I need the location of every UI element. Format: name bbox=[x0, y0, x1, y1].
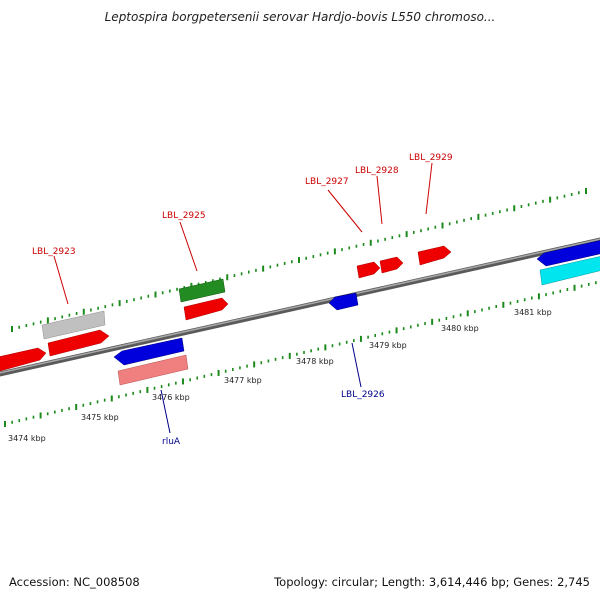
scale-label: 3476 kbp bbox=[152, 393, 190, 402]
gene-label-lbl-2927[interactable]: LBL_2927 bbox=[305, 177, 349, 187]
lower-tick-track bbox=[4, 281, 597, 427]
gene-arrow[interactable] bbox=[183, 297, 229, 321]
gene-callouts: LBL_2923 LBL_2925 LBL_2927 LBL_2928 LBL_… bbox=[32, 153, 453, 447]
gene-arrow-reverse[interactable] bbox=[328, 292, 359, 311]
gene-label-lbl-2928[interactable]: LBL_2928 bbox=[355, 166, 399, 176]
gene-arrow[interactable] bbox=[0, 347, 47, 372]
scale-label: 3480 kbp bbox=[441, 324, 479, 333]
chromosome-backbone bbox=[0, 237, 600, 377]
feature-block-cyan[interactable] bbox=[539, 256, 600, 286]
map-title: Leptospira borgpetersenii serovar Hardjo… bbox=[104, 10, 496, 24]
feature-block-green[interactable] bbox=[178, 278, 226, 303]
gene-arrow[interactable] bbox=[379, 256, 404, 274]
feature-block-gray[interactable] bbox=[41, 310, 106, 340]
gene-label-rlua[interactable]: rluA bbox=[162, 437, 181, 447]
feature-track bbox=[0, 240, 600, 386]
upper-tick-track bbox=[11, 188, 587, 332]
scale-labels: 3474 kbp 3475 kbp 3476 kbp 3477 kbp 3478… bbox=[8, 308, 552, 443]
gene-arrow[interactable] bbox=[47, 329, 110, 357]
gene-label-lbl-2923[interactable]: LBL_2923 bbox=[32, 247, 76, 257]
gene-arrow[interactable] bbox=[417, 245, 452, 266]
accession-text: Accession: NC_008508 bbox=[9, 575, 140, 589]
scale-label: 3477 kbp bbox=[224, 376, 262, 385]
scale-label: 3474 kbp bbox=[8, 434, 46, 443]
scale-label: 3479 kbp bbox=[369, 341, 407, 350]
scale-label: 3478 kbp bbox=[296, 357, 334, 366]
gene-label-lbl-2929[interactable]: LBL_2929 bbox=[409, 153, 453, 163]
scale-label: 3481 kbp bbox=[514, 308, 552, 317]
scale-label: 3475 kbp bbox=[81, 413, 119, 422]
genome-info-text: Topology: circular; Length: 3,614,446 bp… bbox=[274, 575, 590, 589]
feature-block-pink[interactable] bbox=[117, 354, 189, 386]
gene-label-lbl-2926[interactable]: LBL_2926 bbox=[341, 390, 385, 400]
gene-arrow-reverse[interactable] bbox=[113, 337, 185, 366]
gene-arrow-reverse[interactable] bbox=[536, 240, 600, 267]
gene-arrow[interactable] bbox=[356, 261, 381, 279]
gene-label-lbl-2925[interactable]: LBL_2925 bbox=[162, 211, 206, 221]
